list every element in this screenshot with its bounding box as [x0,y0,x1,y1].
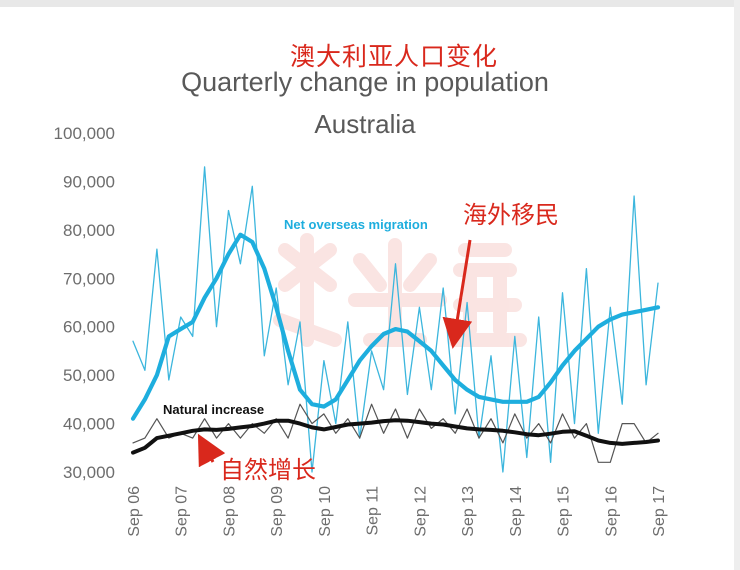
x-tick-label: Sep 14 [508,486,525,537]
nom-chinese-label: 海外移民 [463,201,559,229]
y-tick-label: 50,000 [63,366,115,385]
y-tick-label: 80,000 [63,221,115,240]
series-lines [130,166,661,473]
y-tick-label: 40,000 [63,415,115,434]
x-tick-label: Sep 07 [174,486,191,537]
nat-chinese-label: 自然增长 [220,456,316,484]
chart-title-chinese: 澳大利亚人口变化 [290,42,499,71]
nom-series-label: Net overseas migration [284,217,428,232]
natural-increase-trend-line [131,418,660,455]
y-tick-label: 100,000 [54,124,115,143]
y-tick-label: 90,000 [63,172,115,191]
x-tick-label: Sep 10 [317,486,334,537]
x-tick-label: Sep 09 [269,486,286,537]
right-border [734,0,740,570]
x-tick-label: Sep 13 [460,486,477,537]
top-border [0,0,740,7]
x-axis: Sep 06 Sep 07 Sep 08 Sep 09 Sep 10 Sep 11 Sep … [126,486,668,537]
y-axis: 30,000 40,000 50,000 60,000 70,000 80,000 90,0… [54,124,115,482]
x-tick-label: Sep 11 [365,486,382,536]
watermark-logo [273,233,527,347]
y-tick-label: 70,000 [63,269,115,288]
x-tick-label: Sep 12 [412,486,429,537]
y-tick-label: 60,000 [63,318,115,337]
nat-arrow [197,433,226,468]
chart-subtitle: Australia [314,109,416,139]
x-tick-label: Sep 16 [603,486,620,537]
nom-arrow [442,239,473,349]
nat-series-label: Natural increase [163,402,264,417]
annotations: Net overseas migration Natural increase 海外… [163,201,559,484]
y-tick-label: 30,000 [63,463,115,482]
net-overseas-migration-quarterly-line [132,166,659,473]
x-tick-label: Sep 08 [221,486,238,537]
x-tick-label: Sep 06 [126,486,143,537]
x-tick-label: Sep 17 [651,486,668,537]
chart-title: Quarterly change in population [181,67,549,97]
net-overseas-migration-trend-line [130,232,661,421]
x-tick-label: Sep 15 [556,486,573,537]
